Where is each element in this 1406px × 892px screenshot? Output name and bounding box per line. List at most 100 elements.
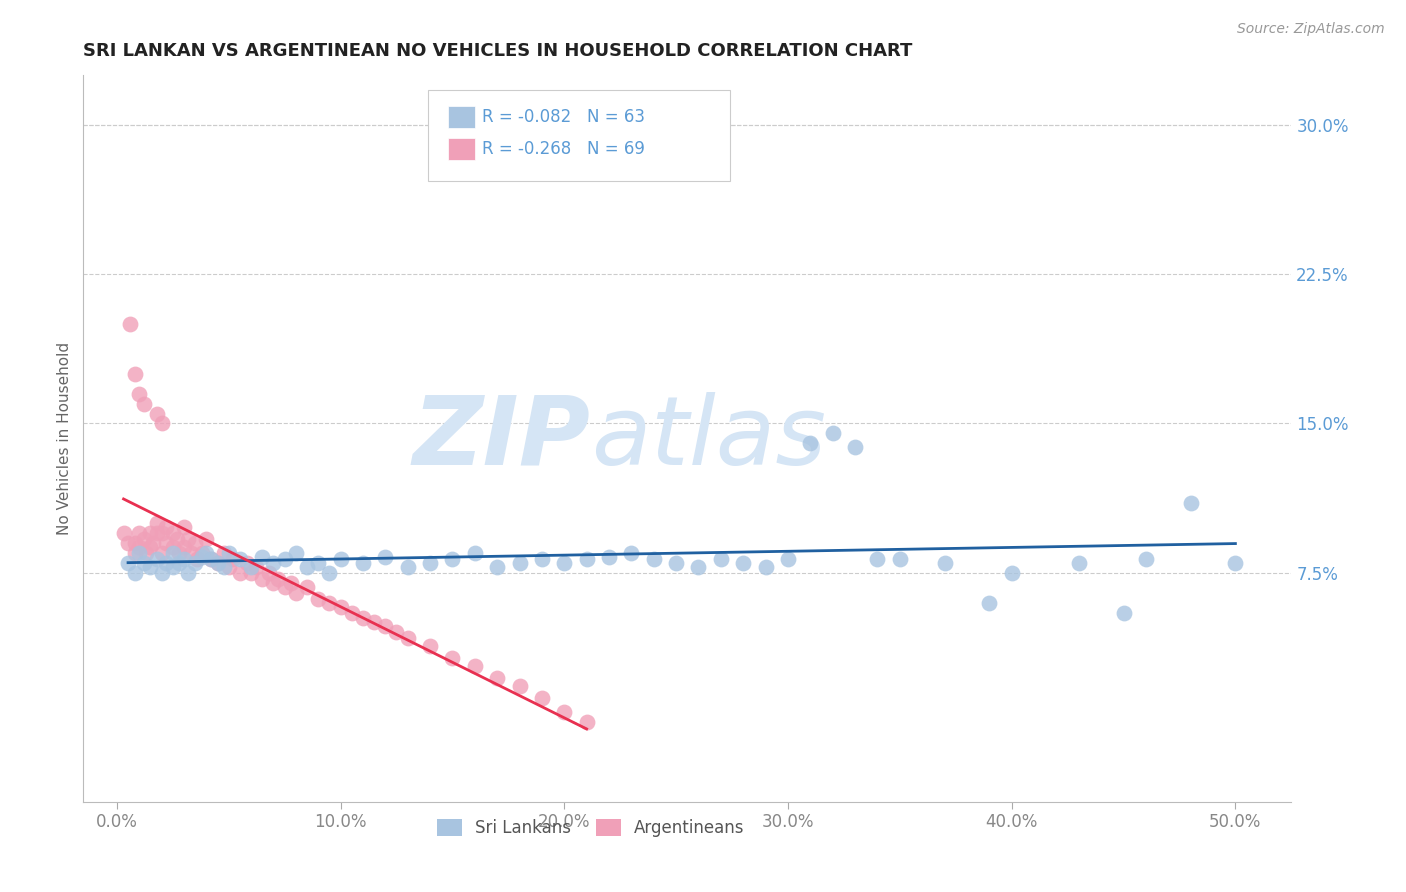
Point — [240, 559, 263, 574]
Point — [195, 546, 218, 560]
Point — [295, 580, 318, 594]
Point — [262, 556, 284, 570]
Point — [135, 546, 157, 560]
Point — [934, 556, 956, 570]
Point — [120, 317, 142, 331]
Point — [207, 556, 229, 570]
Point — [1180, 496, 1202, 510]
Point — [866, 551, 889, 566]
Point — [184, 556, 207, 570]
Point — [191, 546, 214, 560]
Point — [173, 520, 195, 534]
Point — [329, 599, 352, 614]
Point — [396, 559, 419, 574]
Point — [486, 559, 509, 574]
Point — [352, 556, 374, 570]
Point — [177, 532, 200, 546]
Legend: Sri Lankans, Argentineans: Sri Lankans, Argentineans — [430, 813, 751, 844]
Point — [128, 540, 150, 554]
Point — [124, 536, 146, 550]
Point — [146, 525, 169, 540]
Point — [173, 540, 195, 554]
Point — [112, 525, 135, 540]
Point — [200, 551, 222, 566]
Point — [486, 671, 509, 685]
Point — [150, 417, 173, 431]
Point — [464, 546, 486, 560]
FancyBboxPatch shape — [427, 90, 730, 180]
Point — [128, 386, 150, 401]
Point — [755, 559, 778, 574]
Point — [665, 556, 688, 570]
Point — [169, 546, 191, 560]
Point — [150, 525, 173, 540]
Point — [419, 640, 441, 654]
Point — [318, 596, 340, 610]
Y-axis label: No Vehicles in Household: No Vehicles in Household — [58, 342, 72, 535]
Point — [273, 580, 295, 594]
Point — [262, 575, 284, 590]
Point — [146, 516, 169, 530]
Point — [124, 367, 146, 381]
Point — [252, 572, 274, 586]
Text: Source: ZipAtlas.com: Source: ZipAtlas.com — [1237, 22, 1385, 37]
Point — [146, 407, 169, 421]
Point — [318, 566, 340, 580]
Point — [184, 536, 207, 550]
Point — [441, 651, 464, 665]
Point — [509, 556, 531, 570]
Point — [1225, 556, 1247, 570]
Point — [575, 551, 598, 566]
Point — [235, 556, 257, 570]
Point — [821, 426, 844, 441]
Point — [166, 532, 188, 546]
Point — [139, 559, 162, 574]
Point — [128, 525, 150, 540]
Point — [150, 566, 173, 580]
Point — [245, 559, 267, 574]
Point — [139, 540, 162, 554]
Point — [710, 551, 733, 566]
Point — [329, 551, 352, 566]
Point — [162, 559, 184, 574]
Point — [124, 546, 146, 560]
Point — [142, 536, 165, 550]
Point — [1067, 556, 1090, 570]
Point — [169, 556, 191, 570]
Point — [464, 659, 486, 673]
Point — [530, 551, 553, 566]
Point — [280, 575, 302, 590]
Point — [284, 585, 307, 599]
Point — [688, 559, 710, 574]
Point — [979, 596, 1001, 610]
Text: ZIP: ZIP — [413, 392, 591, 485]
Point — [441, 551, 464, 566]
Point — [509, 679, 531, 693]
Point — [229, 566, 252, 580]
Point — [124, 566, 146, 580]
FancyBboxPatch shape — [449, 106, 475, 128]
Point — [218, 559, 240, 574]
Point — [252, 549, 274, 564]
Point — [374, 549, 396, 564]
Point — [150, 546, 173, 560]
Text: atlas: atlas — [591, 392, 825, 485]
Text: R = -0.268   N = 69: R = -0.268 N = 69 — [482, 139, 645, 158]
Point — [128, 546, 150, 560]
Point — [889, 551, 911, 566]
Point — [267, 572, 290, 586]
Point — [799, 436, 821, 450]
Point — [132, 532, 155, 546]
Point — [162, 525, 184, 540]
Point — [173, 551, 195, 566]
Point — [229, 551, 252, 566]
Point — [1112, 606, 1135, 620]
Point — [222, 551, 245, 566]
Point — [155, 556, 177, 570]
Point — [598, 549, 620, 564]
Point — [553, 705, 575, 719]
Point — [117, 536, 139, 550]
Point — [273, 551, 295, 566]
Point — [186, 551, 208, 566]
Point — [155, 536, 177, 550]
